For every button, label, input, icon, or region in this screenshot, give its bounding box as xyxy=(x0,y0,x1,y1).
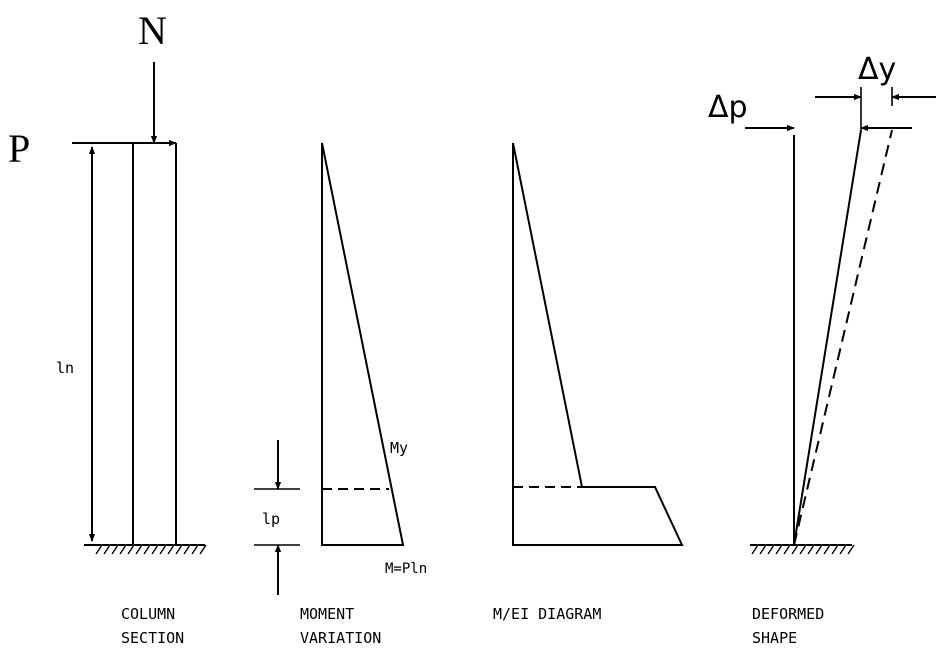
length-label: ln xyxy=(56,359,74,377)
plastic-length-label: lp xyxy=(262,510,280,528)
load-p-label: P xyxy=(8,126,30,171)
moment-caption-line2: VARIATION xyxy=(300,629,381,647)
moment-triangle xyxy=(321,142,405,546)
column-section-group: N P ln COLUMN SECTION xyxy=(8,8,207,647)
base-moment-label: M=Pln xyxy=(385,561,427,577)
yield-deflection-dashed xyxy=(793,129,893,546)
curvature-outline xyxy=(512,142,684,546)
plastic-deflection-line xyxy=(793,129,862,546)
column-base-hatch xyxy=(95,544,207,555)
moment-caption-line1: MOMENT xyxy=(300,605,354,623)
column-caption-line1: COLUMN xyxy=(121,605,175,623)
deformed-shape-group: Δp Δy DEFORMED SHAPE xyxy=(708,52,936,647)
delta-p-label: Δp xyxy=(708,90,748,125)
deformed-base-hatch xyxy=(751,544,855,555)
column-caption-line2: SECTION xyxy=(121,629,184,647)
curvature-caption: M/EI DIAGRAM xyxy=(493,605,601,623)
load-n-label: N xyxy=(138,8,167,53)
curvature-diagram-group: M/EI DIAGRAM xyxy=(493,142,684,623)
deformed-caption-line1: DEFORMED xyxy=(752,605,824,623)
yield-moment-label: My xyxy=(390,439,408,457)
delta-y-label: Δy xyxy=(858,52,896,87)
deformed-caption-line2: SHAPE xyxy=(752,629,797,647)
moment-variation-group: My lp M=Pln MOMENT VARIATION xyxy=(254,142,427,647)
